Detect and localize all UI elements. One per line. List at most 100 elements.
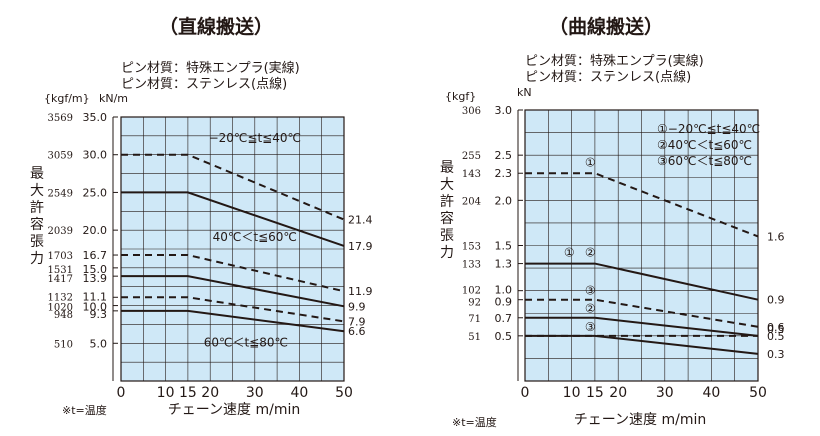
annotation-label: 60℃＜t≦80℃	[204, 336, 288, 350]
legend-entry: ②40℃＜t≦60℃	[657, 138, 752, 152]
plot-area: 3.0 306 2.5 255 2.3 143 2.0 204 1.5 153 1.3 133 1.0 1…	[462, 104, 785, 401]
x-tick-label: 10	[157, 385, 175, 401]
note-line: ピン材質：特殊エンプラ(実線)	[525, 53, 704, 69]
y-axis-label-char: 力	[30, 251, 44, 267]
series-line	[121, 296, 345, 323]
y-tick-label-kgf: 306	[462, 106, 481, 117]
plot-area: 35.0 3569 30.0 3059 25.0 2549 20.0 2039 16.7 1703…	[48, 111, 373, 401]
annotation-label: ③	[585, 284, 596, 298]
y-tick-label-kgf: 3059	[48, 151, 73, 162]
x-axis-label: チェーン速度 m/min	[168, 402, 301, 418]
x-tick-label: 30	[246, 385, 264, 401]
chart-title: （曲線搬送）	[549, 15, 663, 38]
y-axis-label-char: 大	[440, 177, 454, 193]
annotation-label: ②	[585, 302, 596, 316]
end-value-label: 6.6	[348, 325, 366, 338]
y-tick-label-kgf: 1132	[48, 292, 73, 303]
y-axis-label-char: 大	[30, 183, 44, 199]
y-tick-label-kgf: 51	[468, 332, 481, 343]
y-tick-label-kgf: 1417	[48, 274, 73, 285]
legend-entry: ③60℃＜t≦80℃	[657, 154, 752, 168]
y-tick-label: 0.9	[495, 296, 513, 309]
y-tick-label-kgf: 255	[462, 151, 481, 162]
x-tick-label: 15	[179, 385, 197, 401]
annotation-label: 40℃＜t≦60℃	[213, 230, 297, 244]
series-line	[121, 275, 345, 308]
y-unit-right: kN	[517, 86, 532, 99]
y-axis-label-char: 張	[440, 228, 454, 244]
end-value-label: 17.9	[348, 240, 373, 253]
y-tick-label: 30.0	[83, 149, 108, 162]
x-tick-label: 0	[117, 385, 126, 401]
legend: ①−20℃≦t≦40℃ ②40℃＜t≦60℃ ③60℃＜t≦80℃	[657, 122, 760, 168]
y-axis-label-char: 張	[30, 234, 44, 250]
y-axis-label-char: 最	[30, 166, 44, 182]
y-tick-label: 13.9	[83, 272, 108, 285]
end-value-label: 9.9	[348, 300, 366, 313]
end-value-label: 1.6	[767, 230, 785, 243]
y-tick-label-kgf: 3569	[48, 113, 73, 124]
y-axis-label-char: 許	[440, 194, 454, 210]
series-line	[525, 334, 759, 355]
y-tick-label: 2.3	[495, 167, 513, 180]
x-tick-label: 40	[290, 385, 308, 401]
chart-straight: （直線搬送） ピン材質：特殊エンプラ(実線) ピン材質：ステンレス(点線) {k…	[30, 15, 373, 418]
y-tick-label: 10.0	[83, 301, 108, 314]
y-unit-right: kN/m	[99, 92, 128, 105]
y-unit-left: {kgf}	[445, 90, 476, 103]
y-tick-label-kgf: 92	[468, 298, 481, 309]
series-line	[121, 191, 345, 247]
end-value-label: 0.6	[767, 321, 785, 334]
y-tick-label-kgf: 1531	[48, 265, 73, 276]
note-line: ピン材質：ステンレス(点線)	[525, 69, 691, 85]
y-axis-label: 最大許容張力	[30, 166, 44, 267]
end-value-label: 21.4	[348, 214, 373, 227]
y-tick-label: 2.5	[495, 149, 513, 162]
y-axis-label-char: 容	[30, 216, 44, 233]
y-tick-label: 5.0	[90, 337, 108, 350]
series-line	[121, 254, 345, 293]
y-tick-label: 1.5	[495, 240, 513, 253]
y-tick-label: 0.5	[495, 330, 513, 343]
x-tick-label: 0	[521, 385, 530, 401]
x-tick-label: 50	[749, 385, 767, 401]
y-tick-label: 15.0	[83, 263, 108, 276]
end-value-label: 0.3	[767, 348, 785, 361]
annotation-label: ②	[585, 246, 596, 260]
y-axis-label-char: 最	[440, 160, 454, 176]
end-value-label: 7.9	[348, 315, 366, 328]
y-tick-label-kgf: 71	[468, 314, 481, 325]
series-line	[121, 153, 345, 221]
series-line	[525, 298, 759, 328]
annotation-label: −20℃≦t≦40℃	[209, 131, 301, 145]
annotation-label: ①	[585, 155, 596, 169]
y-tick-label: 11.1	[83, 290, 108, 303]
y-axis-label-char: 容	[440, 210, 454, 227]
y-tick-label: 1.0	[495, 284, 513, 297]
y-axis-label-char: 許	[30, 200, 44, 216]
y-tick-label: 20.0	[83, 224, 108, 237]
x-tick-label: 20	[201, 385, 219, 401]
y-tick-label: 0.7	[495, 312, 513, 325]
y-tick-label: 9.3	[90, 308, 108, 321]
x-tick-label: 50	[335, 385, 353, 401]
y-tick-label-kgf: 1703	[48, 251, 73, 262]
annotation-label: ③	[585, 320, 596, 334]
y-tick-label-kgf: 204	[462, 196, 481, 207]
y-tick-label: 1.3	[495, 258, 513, 271]
end-value-label: 11.9	[348, 285, 373, 298]
y-tick-label-kgf: 948	[54, 310, 73, 321]
legend-entry: ①−20℃≦t≦40℃	[657, 122, 760, 136]
x-tick-label: 40	[702, 385, 720, 401]
y-tick-label-kgf: 153	[462, 242, 481, 253]
note-line: ピン材質：ステンレス(点線)	[121, 76, 287, 92]
x-tick-label: 30	[656, 385, 674, 401]
y-axis-label: 最大許容張力	[440, 160, 454, 261]
series-line	[121, 309, 345, 333]
y-tick-label-kgf: 143	[462, 169, 481, 180]
y-unit-left: {kgf/m}	[44, 92, 90, 105]
y-tick-label: 35.0	[83, 111, 108, 124]
y-tick-label: 25.0	[83, 186, 108, 199]
y-tick-label-kgf: 133	[462, 260, 481, 271]
